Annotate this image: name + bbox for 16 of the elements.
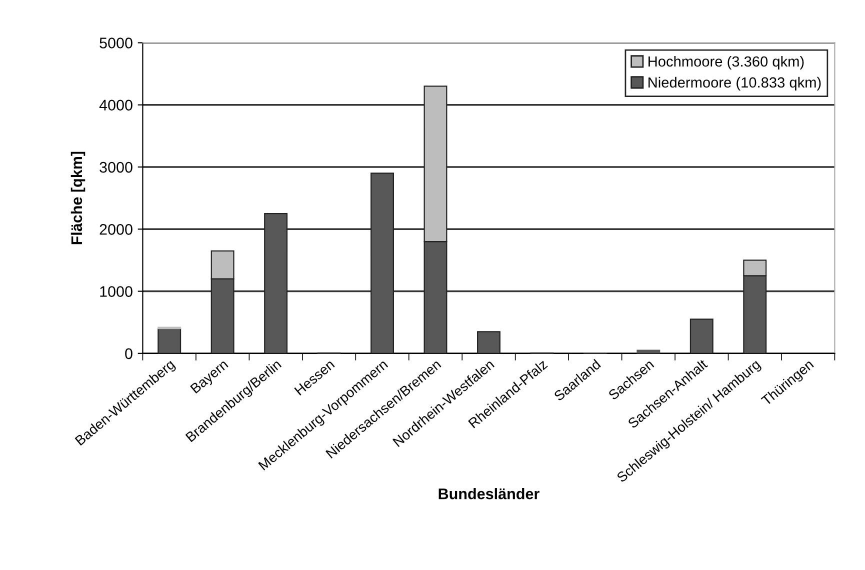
y-tick-label: 4000	[99, 100, 132, 111]
y-tick-label: 2000	[100, 224, 132, 235]
bar	[636, 350, 660, 354]
bar	[370, 172, 394, 354]
bar	[476, 331, 500, 354]
x-axis-title: Bundesländer	[438, 488, 540, 500]
bar	[264, 213, 288, 354]
y-axis-title: Fläche [qkm]	[70, 152, 86, 244]
y-tick-label: 0	[125, 348, 132, 360]
legend-label: Hochmoore (3.360 qkm)	[648, 56, 804, 70]
bar	[690, 318, 714, 354]
y-tick-label: 5000	[100, 38, 132, 48]
legend-label: Niedermoore (10.833 qkm)	[648, 76, 821, 91]
y-tick-label: 1000	[100, 286, 132, 297]
y-tick-label: 3000	[100, 162, 132, 173]
bar	[158, 328, 182, 354]
